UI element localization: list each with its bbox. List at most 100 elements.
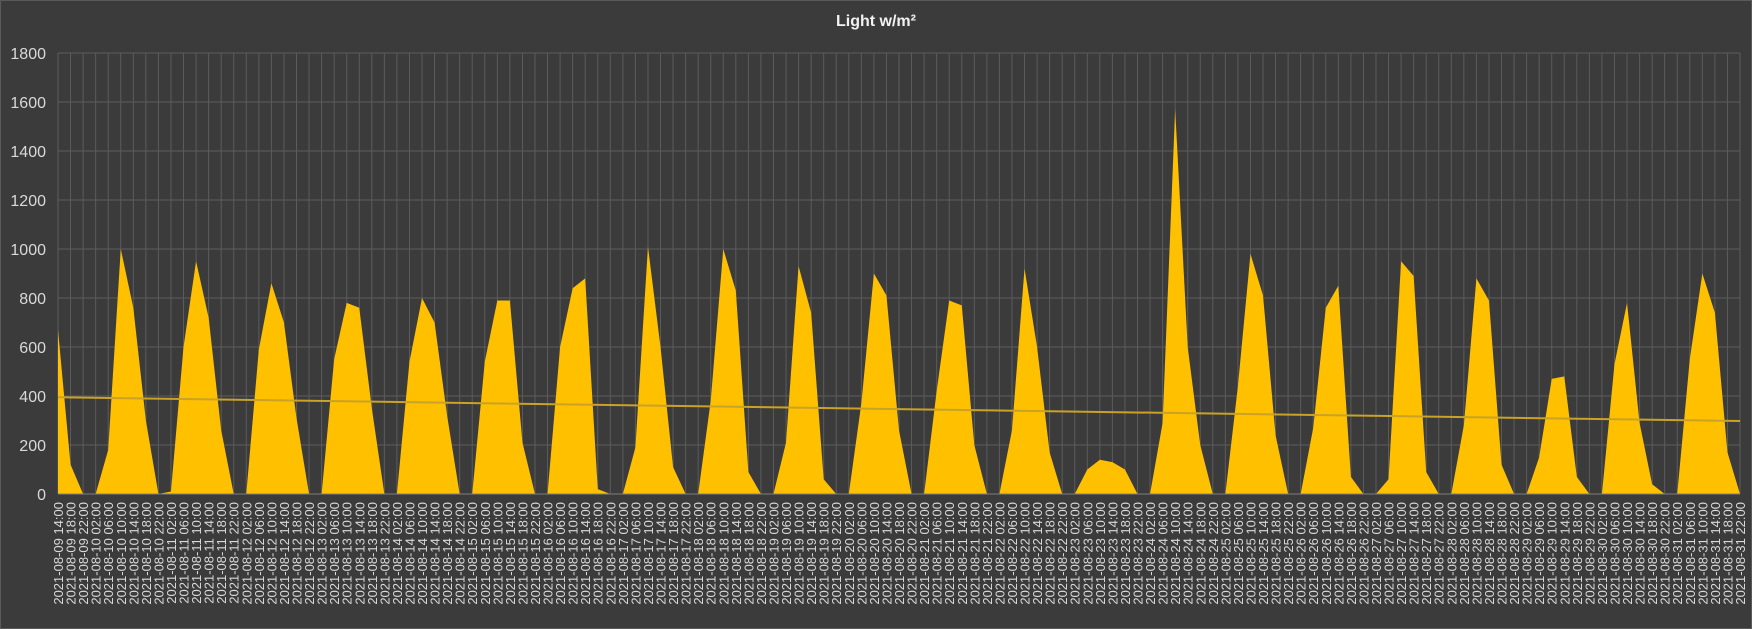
x-tick-label: 2021-08-15 10:00 (490, 502, 505, 605)
x-tick-label: 2021-08-20 06:00 (854, 502, 869, 605)
x-tick-label: 2021-08-24 06:00 (1156, 502, 1171, 605)
x-tick-label: 2021-08-10 02:00 (89, 502, 104, 605)
x-tick-label: 2021-08-11 22:00 (227, 502, 242, 604)
x-tick-label: 2021-08-27 14:00 (1407, 502, 1422, 605)
x-tick-label: 2021-08-09 22:00 (76, 502, 91, 605)
x-tick-label: 2021-08-19 22:00 (829, 502, 844, 605)
x-tick-label: 2021-08-18 22:00 (754, 502, 769, 605)
x-tick-label: 2021-08-27 06:00 (1382, 502, 1397, 605)
x-tick-label: 2021-08-22 14:00 (1030, 502, 1045, 605)
x-tick-label: 2021-08-12 06:00 (252, 502, 267, 605)
x-tick-label: 2021-08-27 10:00 (1394, 502, 1409, 605)
y-tick-label: 800 (19, 291, 46, 308)
x-tick-label: 2021-08-12 02:00 (239, 502, 254, 605)
x-tick-label: 2021-08-09 14:00 (51, 502, 66, 605)
x-tick-label: 2021-08-13 14:00 (352, 502, 367, 605)
chart-title: Light w/m² (836, 13, 916, 30)
x-tick-label: 2021-08-15 02:00 (465, 502, 480, 605)
x-tick-label: 2021-08-29 14:00 (1557, 502, 1572, 605)
x-tick-label: 2021-08-27 22:00 (1432, 502, 1447, 605)
y-tick-label: 600 (19, 340, 46, 357)
x-tick-label: 2021-08-23 14:00 (1105, 502, 1120, 605)
x-tick-label: 2021-08-14 18:00 (440, 502, 455, 605)
x-tick-label: 2021-08-10 10:00 (114, 502, 129, 605)
x-tick-label: 2021-08-21 18:00 (967, 502, 982, 605)
y-tick-label: 1800 (10, 46, 46, 63)
x-tick-label: 2021-08-26 22:00 (1356, 502, 1371, 605)
x-tick-label: 2021-08-24 18:00 (1193, 502, 1208, 605)
x-tick-label: 2021-08-31 06:00 (1683, 502, 1698, 605)
x-tick-label: 2021-08-17 10:00 (641, 502, 656, 605)
x-tick-label: 2021-08-18 06:00 (704, 502, 719, 605)
x-tick-label: 2021-08-26 14:00 (1331, 502, 1346, 605)
x-tick-label: 2021-08-21 22:00 (980, 502, 995, 605)
x-tick-label: 2021-08-25 18:00 (1269, 502, 1284, 605)
x-tick-label: 2021-08-28 18:00 (1495, 502, 1510, 605)
x-tick-label: 2021-08-25 14:00 (1256, 502, 1271, 605)
x-tick-label: 2021-08-25 02:00 (1218, 502, 1233, 605)
x-tick-label: 2021-08-14 22:00 (453, 502, 468, 605)
x-tick-label: 2021-08-12 10:00 (264, 502, 279, 605)
x-tick-label: 2021-08-30 02:00 (1595, 502, 1610, 605)
x-tick-label: 2021-08-26 10:00 (1319, 502, 1334, 605)
y-tick-label: 1000 (10, 242, 46, 259)
x-tick-label: 2021-08-27 02:00 (1369, 502, 1384, 605)
x-tick-label: 2021-08-14 10:00 (415, 502, 430, 605)
x-tick-label: 2021-08-15 18:00 (515, 502, 530, 605)
x-tick-label: 2021-08-17 06:00 (628, 502, 643, 605)
x-tick-label: 2021-08-25 10:00 (1243, 502, 1258, 605)
x-tick-label: 2021-08-20 02:00 (842, 502, 857, 605)
x-tick-label: 2021-08-31 10:00 (1695, 502, 1710, 605)
x-tick-label: 2021-08-30 18:00 (1645, 502, 1660, 605)
x-tick-label: 2021-08-12 22:00 (302, 502, 317, 605)
x-tick-label: 2021-08-19 02:00 (766, 502, 781, 605)
x-tick-label: 2021-08-18 10:00 (716, 502, 731, 605)
x-tick-label: 2021-08-19 14:00 (804, 502, 819, 605)
x-tick-label: 2021-08-23 02:00 (1068, 502, 1083, 605)
x-tick-label: 2021-08-14 14:00 (428, 502, 443, 605)
x-tick-label: 2021-08-14 06:00 (402, 502, 417, 605)
x-tick-label: 2021-08-13 18:00 (365, 502, 380, 605)
x-tick-label: 2021-08-15 14:00 (503, 502, 518, 605)
x-tick-label: 2021-08-24 02:00 (1143, 502, 1158, 605)
x-tick-label: 2021-08-09 18:00 (64, 502, 79, 605)
y-tick-label: 1400 (10, 144, 46, 161)
x-tick-label: 2021-08-16 22:00 (603, 502, 618, 605)
x-tick-label: 2021-08-28 06:00 (1457, 502, 1472, 605)
x-tick-label: 2021-08-20 10:00 (867, 502, 882, 605)
x-tick-label: 2021-08-21 06:00 (930, 502, 945, 605)
x-tick-label: 2021-08-11 14:00 (202, 502, 217, 604)
x-tick-label: 2021-08-19 18:00 (817, 502, 832, 605)
x-tick-label: 2021-08-24 10:00 (1168, 502, 1183, 605)
x-tick-label: 2021-08-12 18:00 (289, 502, 304, 605)
x-tick-label: 2021-08-25 22:00 (1281, 502, 1296, 605)
x-tick-label: 2021-08-23 22:00 (1130, 502, 1145, 605)
x-tick-label: 2021-08-20 18:00 (892, 502, 907, 605)
x-tick-label: 2021-08-11 02:00 (164, 502, 179, 604)
x-tick-label: 2021-08-18 14:00 (729, 502, 744, 605)
x-tick-label: 2021-08-29 06:00 (1532, 502, 1547, 605)
x-tick-label: 2021-08-28 22:00 (1507, 502, 1522, 605)
x-tick-label: 2021-08-26 02:00 (1294, 502, 1309, 605)
x-tick-label: 2021-08-11 06:00 (177, 502, 192, 604)
x-tick-label: 2021-08-29 18:00 (1570, 502, 1585, 605)
y-tick-label: 1200 (10, 193, 46, 210)
x-tick-label: 2021-08-10 18:00 (139, 502, 154, 605)
x-tick-label: 2021-08-28 10:00 (1469, 502, 1484, 605)
x-tick-label: 2021-08-21 14:00 (955, 502, 970, 605)
trendline (57, 396, 1741, 422)
x-tick-label: 2021-08-14 02:00 (390, 502, 405, 605)
x-tick-label: 2021-08-17 14:00 (654, 502, 669, 605)
x-tick-label: 2021-08-23 18:00 (1118, 502, 1133, 605)
x-tick-label: 2021-08-27 18:00 (1419, 502, 1434, 605)
y-tick-label: 1600 (10, 95, 46, 112)
x-tick-label: 2021-08-16 14:00 (578, 502, 593, 605)
x-tick-label: 2021-08-18 18:00 (741, 502, 756, 605)
x-tick-label: 2021-08-20 14:00 (879, 502, 894, 605)
x-tick-label: 2021-08-18 02:00 (691, 502, 706, 605)
x-tick-label: 2021-08-30 10:00 (1620, 502, 1635, 605)
y-tick-label: 0 (37, 487, 46, 504)
x-tick-label: 2021-08-13 22:00 (377, 502, 392, 605)
x-tick-label: 2021-08-31 14:00 (1708, 502, 1723, 605)
